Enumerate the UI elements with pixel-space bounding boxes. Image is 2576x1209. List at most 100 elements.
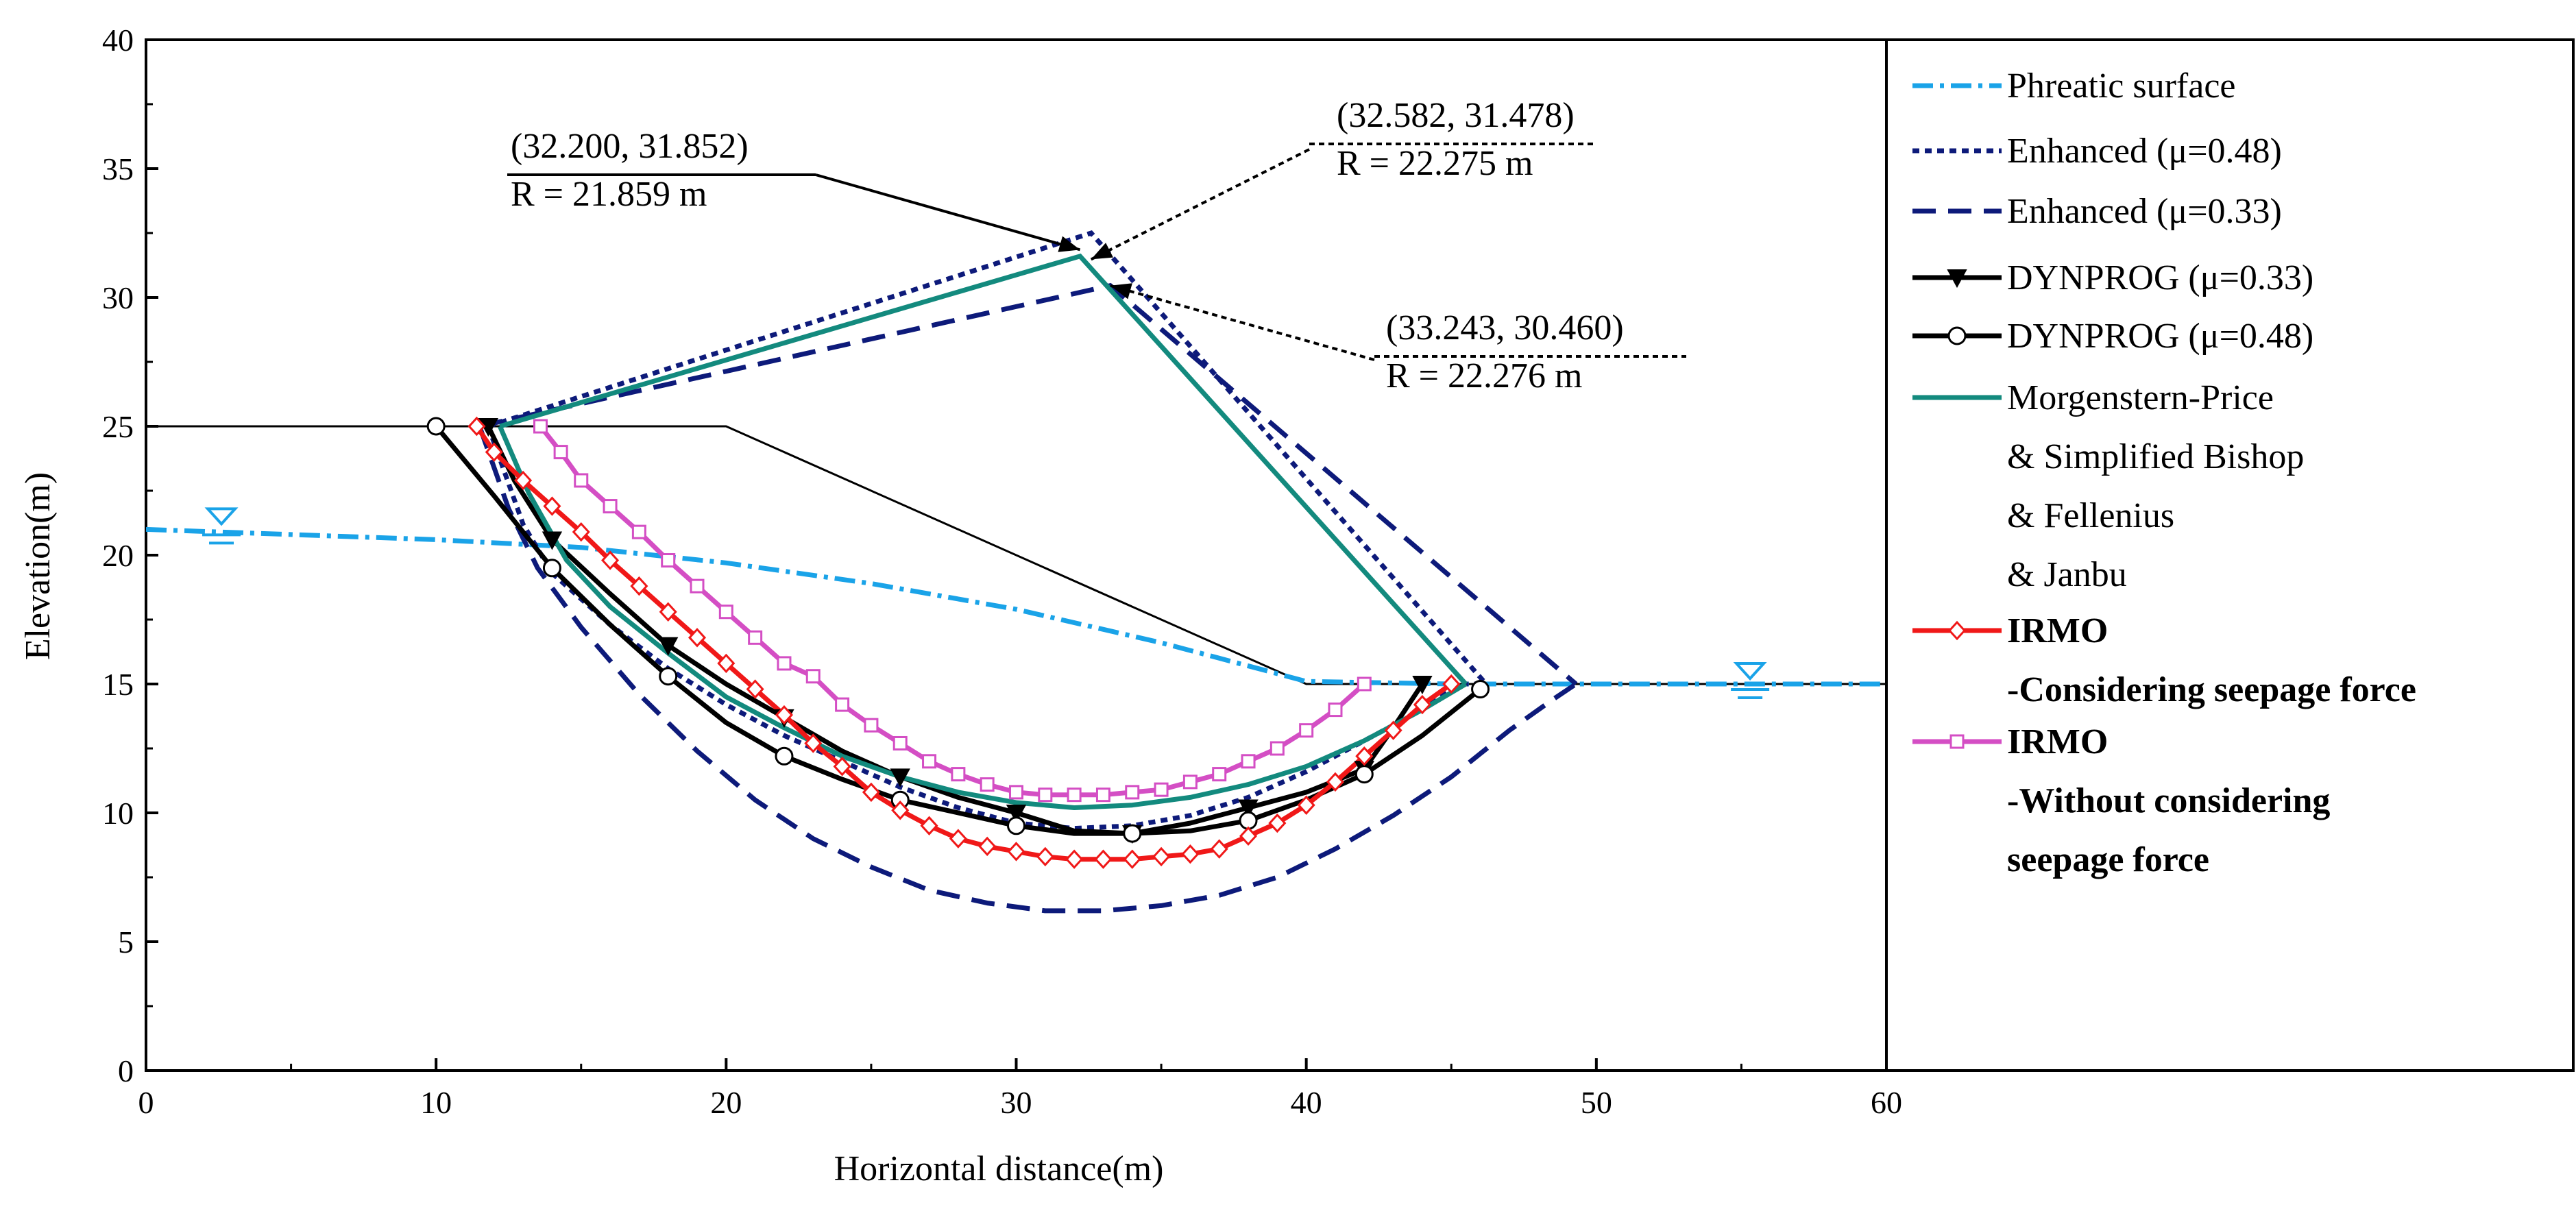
series-6-point (920, 816, 938, 836)
y-tick-label: 35 (102, 151, 134, 186)
series-7-point (777, 656, 792, 671)
annotation-coordinate: (32.582, 31.478) (1337, 96, 1575, 135)
series-radius-lines-1 (487, 230, 1488, 686)
series-line-2 (477, 425, 1578, 914)
annotation-radius: R = 22.276 m (1386, 356, 1582, 395)
series-7-point (718, 604, 733, 620)
series-7-point (1095, 787, 1110, 803)
series-7-point (805, 669, 821, 684)
series-7-point (603, 499, 618, 514)
series-6-point (1181, 844, 1200, 864)
series-4-point (1471, 680, 1490, 699)
series-7-point (980, 777, 995, 792)
x-tick-label: 60 (1871, 1085, 1902, 1120)
series-3-point (1238, 799, 1259, 818)
series-6-point (601, 550, 620, 570)
annotation-leader (1090, 148, 1310, 261)
series-7-point (1299, 723, 1314, 738)
series-6-point (891, 801, 910, 820)
y-tick-label: 10 (102, 796, 134, 831)
series-6-point (630, 576, 648, 596)
series-6-point (1065, 849, 1084, 869)
legend-marker-3 (1947, 269, 1967, 289)
series-7-point (1067, 787, 1082, 803)
legend-label-2: Enhanced (μ=0.33) (2007, 192, 2282, 231)
series-3-point (890, 768, 910, 787)
series-6-point (1007, 842, 1025, 862)
x-tick-label: 50 (1581, 1085, 1612, 1120)
legend-label-4: DYNPROG (μ=0.48) (2007, 317, 2313, 356)
series-4-point (1354, 765, 1374, 784)
series-6-point (1442, 674, 1461, 694)
legend-marker-4 (1947, 326, 1967, 345)
series-6-point (659, 602, 677, 622)
annotation-leader (815, 173, 1081, 252)
series-7-point (1182, 774, 1198, 790)
slope-profile-line (146, 425, 1886, 685)
series-7-point (661, 553, 676, 568)
annotation-arrowhead (1110, 283, 1132, 300)
series-6-point (1268, 813, 1287, 833)
x-tick-label: 0 (138, 1085, 154, 1120)
series-6-point (1384, 720, 1402, 740)
x-axis-title: Horizontal distance(m) (834, 1149, 1164, 1188)
series-4-point (426, 417, 446, 436)
series-6-point (1036, 846, 1054, 867)
series-6-point (1239, 826, 1258, 846)
series-6-point (1123, 849, 1141, 869)
water-level-icon (1733, 662, 1767, 681)
series-6-point (862, 782, 880, 803)
annotation-coordinate: (33.243, 30.460) (1386, 308, 1624, 347)
legend-label-5: Morgenstern-Price (2007, 378, 2274, 417)
series-3-point (1412, 676, 1433, 695)
legend-label-7: -Without considering (2007, 781, 2330, 820)
series-6-point (688, 628, 707, 648)
legend-label-6: IRMO (2007, 611, 2108, 650)
series-4-point (659, 667, 678, 686)
annotation-leader (1110, 284, 1375, 361)
series-7-point (892, 735, 908, 750)
y-tick-label: 5 (118, 925, 134, 960)
y-tick-label: 25 (102, 409, 134, 444)
legend-label-7: seepage force (2007, 840, 2209, 879)
series-6-point (1210, 839, 1228, 859)
annotation-coordinate: (32.200, 31.852) (511, 127, 749, 166)
series-3-point (1006, 805, 1027, 824)
series-7-point (864, 718, 879, 733)
series-6-point (543, 496, 561, 516)
series-3-point (542, 531, 563, 550)
series-6-point (572, 522, 590, 542)
series-7-point (748, 630, 763, 645)
series-7-point (922, 754, 937, 769)
legend-label-0: Phreatic surface (2007, 66, 2235, 106)
series-line-0 (145, 526, 1886, 687)
series-7-point (951, 767, 966, 782)
series-7-point (1357, 676, 1372, 692)
series-7-point (1328, 703, 1343, 718)
series-6-point (1094, 849, 1113, 869)
x-tick-label: 10 (420, 1085, 452, 1120)
series-6-point (1413, 694, 1431, 715)
series-6-point (804, 733, 823, 753)
series-6-point (949, 829, 967, 848)
series-4-point (542, 559, 561, 578)
series-6-point (833, 757, 851, 777)
annotation-radius: R = 21.859 m (511, 175, 707, 214)
series-7-point (1009, 785, 1023, 800)
y-tick-label: 0 (118, 1053, 134, 1088)
series-6-point (514, 470, 533, 491)
series-6-point (978, 836, 997, 857)
series-7-point (690, 578, 705, 594)
y-axis-title: Elevation(m) (19, 472, 58, 660)
series-7-point (1269, 741, 1285, 756)
series-7-point (631, 524, 646, 539)
series-6-point (1355, 746, 1374, 766)
series-6-point (467, 416, 486, 437)
water-level-icon (204, 507, 239, 526)
x-tick-label: 30 (1001, 1085, 1032, 1120)
legend-marker-7 (1949, 734, 1965, 749)
series-6-point (775, 705, 794, 725)
series-radius-lines-5 (499, 253, 1468, 686)
y-tick-label: 15 (102, 667, 134, 702)
